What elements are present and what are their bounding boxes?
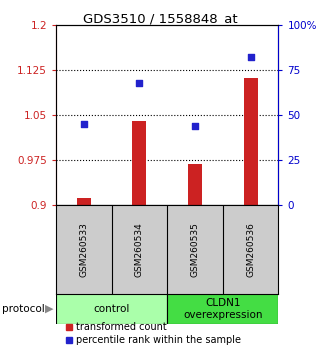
Legend: transformed count, percentile rank within the sample: transformed count, percentile rank withi…: [61, 319, 245, 349]
Point: [81, 121, 86, 127]
Text: protocol: protocol: [2, 304, 44, 314]
Bar: [56, 294, 167, 324]
Text: ▶: ▶: [45, 304, 54, 314]
Text: GDS3510 / 1558848_at: GDS3510 / 1558848_at: [83, 12, 237, 25]
Point: [248, 55, 253, 60]
Bar: [132, 121, 146, 205]
Bar: [188, 164, 202, 205]
Text: CLDN1
overexpression: CLDN1 overexpression: [183, 298, 262, 320]
Bar: [77, 198, 91, 205]
Text: GSM260534: GSM260534: [135, 222, 144, 277]
Point: [192, 123, 197, 129]
Bar: [167, 294, 278, 324]
Text: control: control: [93, 304, 130, 314]
Text: GSM260536: GSM260536: [246, 222, 255, 277]
Bar: [244, 78, 258, 205]
Point: [137, 80, 142, 85]
Text: GSM260535: GSM260535: [190, 222, 199, 277]
Text: GSM260533: GSM260533: [79, 222, 88, 277]
